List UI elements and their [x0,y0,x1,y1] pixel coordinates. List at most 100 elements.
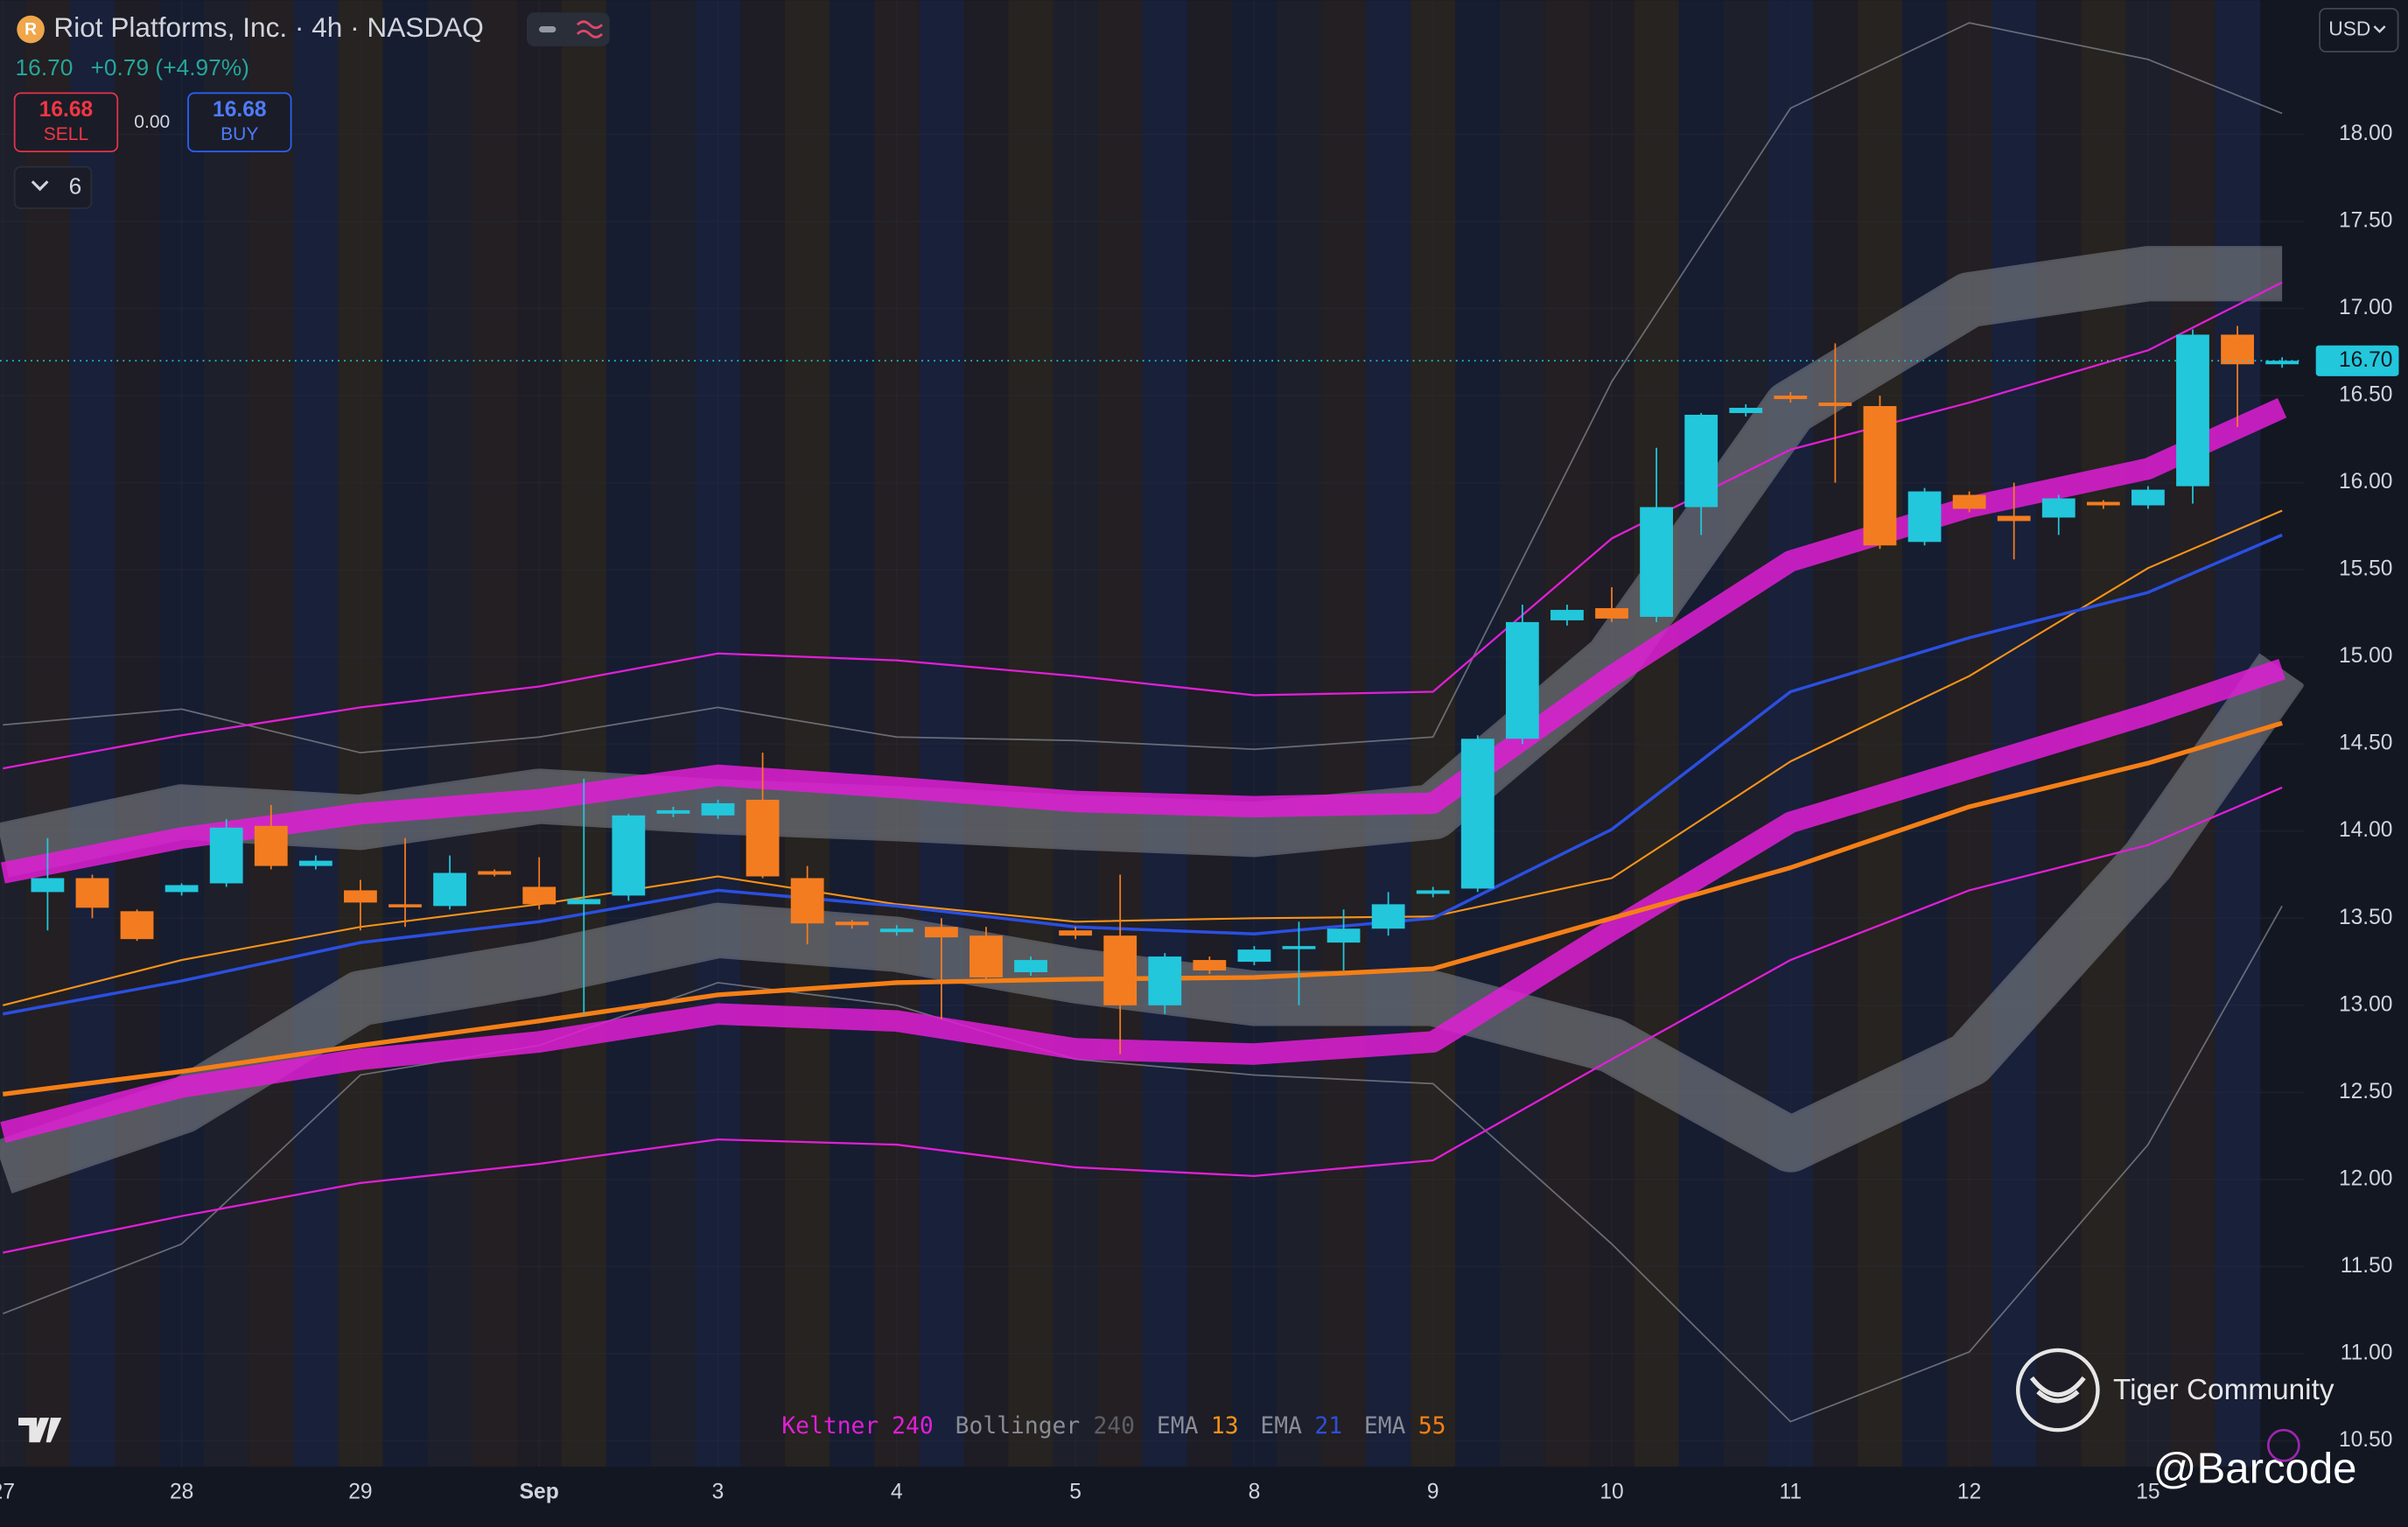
candle-body [344,890,377,903]
stripe [1097,0,1144,1467]
stripe [1231,0,1278,1467]
y-tick-label: 13.50 [2339,906,2392,929]
watermark: Tiger Community [2113,1374,2334,1406]
legend-name: EMA [1157,1413,1199,1439]
candle-body [835,921,869,926]
candle-body [567,899,601,905]
currency-button[interactable] [2319,7,2399,53]
candle-body [2086,501,2120,506]
stripe [69,0,116,1467]
y-tick-label: 12.50 [2339,1080,2392,1103]
stripe [2125,0,2172,1467]
stripe [650,0,696,1467]
stripe [830,0,876,1467]
toggle-icon [576,20,603,39]
buy-price: 16.68 [213,98,266,122]
x-tick-label: 28 [170,1481,193,1504]
stripe [472,0,518,1467]
candle-body [1684,414,1718,508]
candle-body [879,928,914,933]
spread: 0.00 [134,112,170,132]
stripe [1634,0,1680,1467]
candle-body [1371,904,1405,929]
y-tick-label: 14.50 [2339,732,2392,755]
legend-length: 55 [1418,1413,1446,1439]
x-tick-label: 15 [2136,1481,2160,1504]
legend-length: 13 [1211,1413,1239,1439]
stripe [740,0,787,1467]
alert-icon[interactable] [2266,1428,2300,1462]
candle-body [1595,607,1628,619]
indicator-dropdown[interactable] [13,165,93,209]
y-tick-label: 17.00 [2339,296,2392,319]
legend-name: EMA [1260,1413,1302,1439]
currency: USD [2328,17,2370,39]
y-tick-label: 15.00 [2339,644,2392,668]
candle-body [31,878,65,893]
y-tick-label: 11.00 [2341,1341,2393,1364]
stripe [248,0,295,1467]
sell-label: SELL [44,124,88,144]
candles [0,326,2304,1054]
candle-body [1014,960,1047,972]
candle-body [2041,498,2076,518]
legend: Keltner 240 Bollinger 240 EMA 13 EMA 21 EMA 55 [781,1413,1446,1439]
candle-body [1237,949,1271,963]
stripe [427,0,473,1467]
stripe [1723,0,1769,1467]
y-tick-label: 18.00 [2339,122,2392,145]
candle-body [1460,739,1494,889]
stripe [1589,0,1635,1467]
last-price: 16.70 [16,54,74,81]
indicator-count: 6 [69,172,82,199]
candle-body [1550,609,1584,620]
stripe [1321,0,1367,1467]
candle-body [1193,960,1227,971]
candle-body [2221,334,2254,365]
stripe [115,0,160,1467]
candle-body [1326,928,1361,943]
stripe [1857,0,1903,1467]
stripe [1276,0,1322,1467]
y-tick-label: 12.00 [2339,1166,2392,1190]
buy-button[interactable] [187,92,292,152]
indicator-line [3,533,2283,1016]
y-tick-label: 11.50 [2341,1254,2393,1278]
x-tick-label: 12 [1957,1481,1981,1504]
candle-body [120,911,154,940]
indicator-toggle[interactable] [527,12,610,46]
symbol-logo [17,15,45,44]
stripe [1947,0,1993,1467]
stripe [1768,0,1814,1467]
sell-button[interactable] [13,92,119,152]
toggle-icon [539,26,556,33]
legend-name: Keltner [781,1413,878,1439]
candle-body [1059,930,1093,936]
stripe [1053,0,1099,1467]
x-tick-label: Sep [520,1481,559,1504]
stripe [874,0,920,1467]
legend-name: Bollinger [956,1413,1081,1439]
price-axis [2303,0,2408,1527]
candle-body [2132,489,2165,506]
legend-length: 240 [1093,1413,1135,1439]
legend-length: 240 [892,1413,934,1439]
candle-body [1640,507,1673,617]
x-tick-label: 4 [891,1481,903,1504]
price-change: +0.79 (+4.97%) [91,54,249,81]
candle-body [1103,935,1138,1005]
y-tick-label: 15.50 [2339,557,2392,581]
tradingview-logo [18,1418,62,1443]
candle-body [790,878,824,924]
candle-body [478,871,512,875]
stripe [785,0,831,1467]
y-tick-label: 13.00 [2339,992,2392,1016]
x-tick-label: 10 [1600,1481,1623,1504]
stripe [1410,0,1457,1467]
tiger-logo [2029,1376,2086,1404]
indicator-line [3,905,2283,1423]
candle-body [75,878,109,908]
x-tick-label: 11 [1780,1481,1802,1504]
candle-body [433,872,466,907]
